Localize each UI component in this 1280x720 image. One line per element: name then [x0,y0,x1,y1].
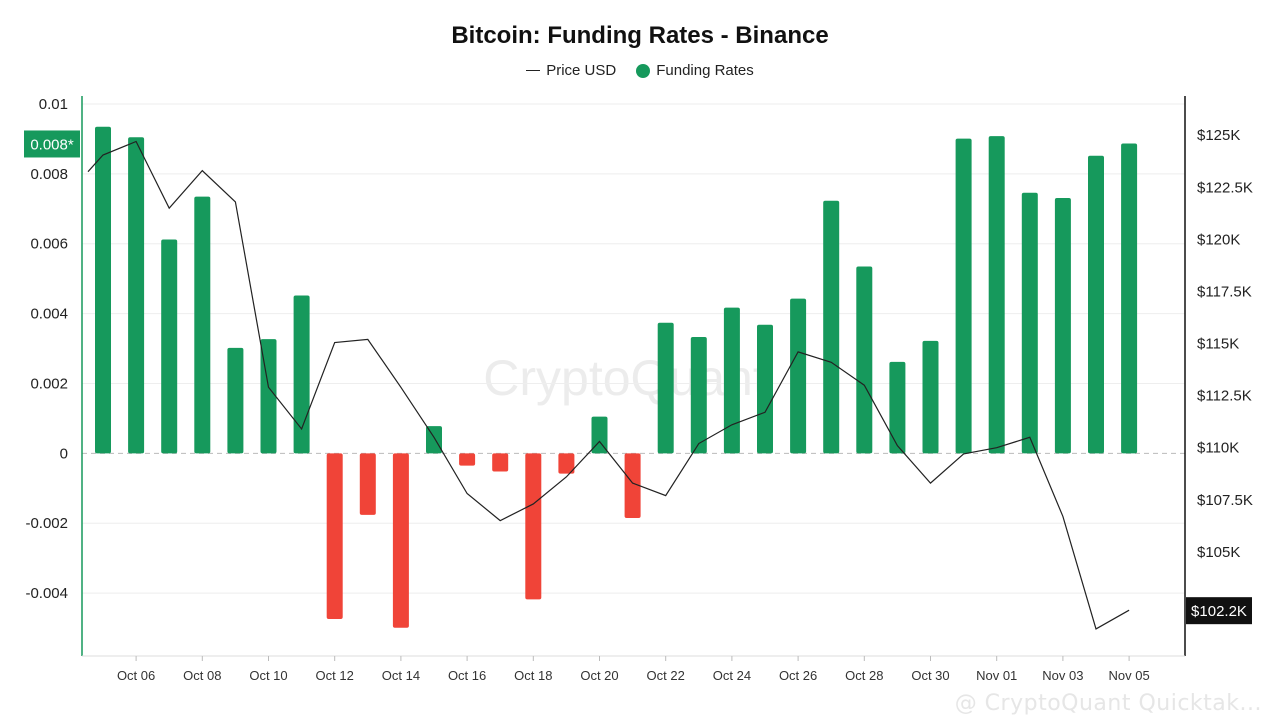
funding-rate-bar [889,361,906,454]
watermark: CryptoQuant [483,350,767,406]
funding-rate-bar [525,453,542,600]
legend-label-funding: Funding Rates [656,62,754,79]
x-tick-label: Oct 14 [382,668,420,683]
left-tick-label: 0.004 [30,306,68,323]
last-price-badge-label: $102.2K [1191,603,1247,620]
right-tick-label: $115K [1197,336,1239,353]
value-badges: 0.008* $102.2K [24,130,1252,625]
funding-rate-bar [723,307,740,454]
funding-rate-bar [988,136,1005,454]
x-tick-label: Oct 08 [183,668,221,683]
x-tick-label: Nov 03 [1042,668,1083,683]
funding-rate-bar [1121,143,1138,454]
left-tick-label: 0 [60,445,68,462]
funding-rate-bar [161,239,178,454]
funding-rate-bar [1054,197,1071,454]
x-tick-label: Oct 28 [845,668,883,683]
left-tick-label: 0.002 [30,375,68,392]
legend-item-funding[interactable]: Funding Rates [636,62,754,79]
footer-watermark: @ CryptoQuant Quicktak... [954,691,1262,716]
right-tick-label: $110K [1197,440,1239,457]
left-tick-label: 0.008 [30,166,68,183]
right-tick-label: $117.5K [1197,283,1252,300]
left-tick-label: -0.002 [25,515,68,532]
funding-rate-bar [922,340,939,454]
funding-rate-bar [757,324,773,454]
grid-lines [82,103,1185,594]
left-tick-label: -0.004 [25,585,68,602]
funding-rate-bar [558,453,575,474]
funding-rate-bar [392,453,409,628]
right-tick-label: $105K [1197,544,1240,561]
funding-rate-bar [128,137,145,454]
funding-rate-bar [1021,192,1038,454]
funding-rate-bar [823,200,840,454]
x-tick-label: Nov 01 [976,668,1017,683]
x-tick-label: Oct 22 [647,668,685,683]
line-swatch-icon [526,70,541,71]
last-funding-badge-label: 0.008* [30,136,74,153]
axes [81,96,1186,661]
legend-label-price: Price USD [546,62,617,79]
right-tick-label: $112.5K [1197,388,1252,405]
chart-legend: Price USD Funding Rates [0,62,1280,79]
funding-rate-bar [95,126,111,454]
last-price-badge [1186,597,1252,625]
left-tick-label: 0.006 [30,236,68,253]
x-tick-label: Oct 12 [316,668,354,683]
tick-labels: 0.01 0.008 0.006 0.004 0.002 0 -0.002 -0.004 $12… [25,96,1252,683]
right-tick-label: $125K [1197,127,1240,144]
funding-rate-bar [426,426,442,454]
funding-rate-bar [690,337,707,454]
x-tick-label: Oct 20 [580,668,618,683]
x-tick-label: Oct 16 [448,668,486,683]
funding-rate-bar [856,266,873,454]
funding-bars [95,126,1138,628]
funding-rate-bar [591,416,608,454]
dot-swatch-icon [636,63,651,78]
funding-rate-bar [790,298,807,454]
x-tick-label: Oct 30 [911,668,949,683]
x-tick-label: Oct 24 [713,668,751,683]
funding-rate-bar [326,453,343,619]
left-tick-label: 0.01 [39,96,68,113]
funding-rate-bar [955,138,972,454]
right-tick-label: $120K [1197,231,1240,248]
funding-rate-bar [624,453,641,518]
funding-rate-bar [293,295,310,454]
funding-rate-bar [359,453,376,515]
right-tick-label: $107.5K [1197,492,1253,509]
price-usd-line [87,140,1130,630]
price-line-layer [87,140,1130,630]
x-tick-label: Nov 05 [1108,668,1149,683]
x-tick-label: Oct 18 [514,668,552,683]
legend-item-price[interactable]: Price USD [526,62,616,79]
right-tick-label: $122.5K [1197,179,1253,196]
x-tick-label: Oct 06 [117,668,155,683]
funding-rate-bar [1088,155,1104,454]
x-tick-label: Oct 10 [249,668,287,683]
x-tick-label: Oct 26 [779,668,817,683]
funding-rate-bar [227,347,244,454]
last-funding-badge [24,130,80,158]
chart-title: Bitcoin: Funding Rates - Binance [451,22,829,49]
funding-rate-bar [459,453,476,466]
funding-rate-bar [492,453,509,472]
funding-rate-bar [194,196,211,454]
funding-rate-bar [657,322,674,454]
